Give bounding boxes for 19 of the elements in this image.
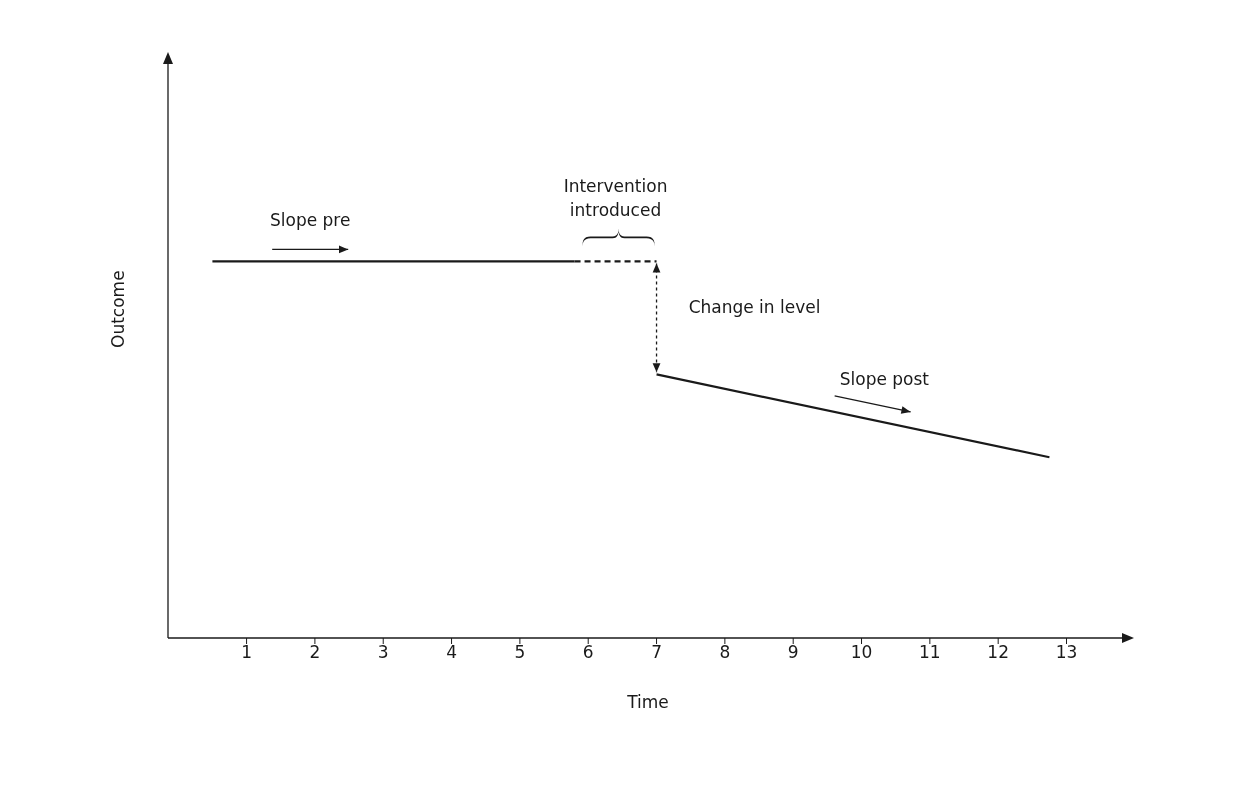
x-tick-label: 7: [651, 642, 662, 663]
x-tick-label: 4: [446, 642, 457, 663]
x-tick-label: 13: [1055, 642, 1078, 663]
x-tick-label: 8: [719, 642, 731, 663]
text: Slope pre: [269, 210, 351, 231]
y-axis-title: Outcome: [108, 270, 129, 348]
x-tick-label: 10: [850, 642, 873, 663]
x-tick-label: 5: [514, 642, 526, 663]
x-tick-label: 3: [377, 642, 389, 663]
text: Intervention introduced: [563, 176, 668, 221]
annotation: Slope post: [839, 369, 930, 390]
x-tick-label: 9: [787, 642, 799, 663]
x-tick-label: 12: [987, 642, 1009, 663]
x-tick-label: 1: [241, 642, 252, 663]
x-tick-label: 6: [582, 642, 594, 663]
x-axis-title: Time: [626, 692, 669, 712]
annotation: Change in level: [688, 296, 821, 317]
x-tick-label: 2: [309, 642, 321, 663]
x-tick-label: 11: [919, 642, 941, 663]
